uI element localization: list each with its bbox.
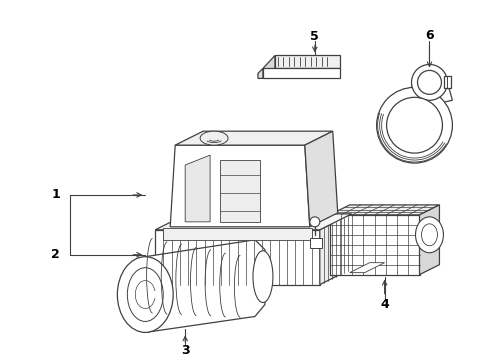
Polygon shape — [305, 131, 338, 227]
Polygon shape — [155, 230, 320, 285]
Polygon shape — [263, 68, 340, 78]
Text: 1: 1 — [51, 188, 60, 202]
Polygon shape — [263, 55, 275, 78]
Polygon shape — [258, 68, 263, 78]
Ellipse shape — [417, 71, 441, 94]
Text: 4: 4 — [380, 298, 389, 311]
Polygon shape — [155, 214, 352, 230]
Ellipse shape — [310, 217, 320, 227]
Ellipse shape — [416, 217, 443, 253]
Polygon shape — [330, 215, 419, 275]
Polygon shape — [330, 205, 440, 215]
Ellipse shape — [118, 257, 173, 332]
Polygon shape — [170, 145, 310, 227]
Text: 3: 3 — [181, 344, 190, 357]
Polygon shape — [419, 205, 440, 275]
Ellipse shape — [412, 64, 447, 100]
Polygon shape — [145, 240, 265, 332]
Polygon shape — [320, 214, 352, 285]
Ellipse shape — [377, 87, 452, 163]
Ellipse shape — [421, 224, 438, 246]
Text: 5: 5 — [311, 30, 319, 43]
Text: 6: 6 — [425, 29, 434, 42]
Polygon shape — [444, 76, 451, 88]
Ellipse shape — [387, 97, 442, 153]
Ellipse shape — [253, 251, 273, 302]
Polygon shape — [350, 263, 385, 273]
Ellipse shape — [200, 131, 228, 145]
Ellipse shape — [127, 268, 163, 321]
Polygon shape — [163, 228, 312, 240]
Text: 2: 2 — [51, 248, 60, 261]
Polygon shape — [175, 131, 333, 145]
Polygon shape — [412, 82, 452, 108]
Polygon shape — [310, 238, 322, 248]
Polygon shape — [220, 160, 260, 222]
Polygon shape — [185, 155, 210, 222]
Polygon shape — [275, 55, 340, 68]
